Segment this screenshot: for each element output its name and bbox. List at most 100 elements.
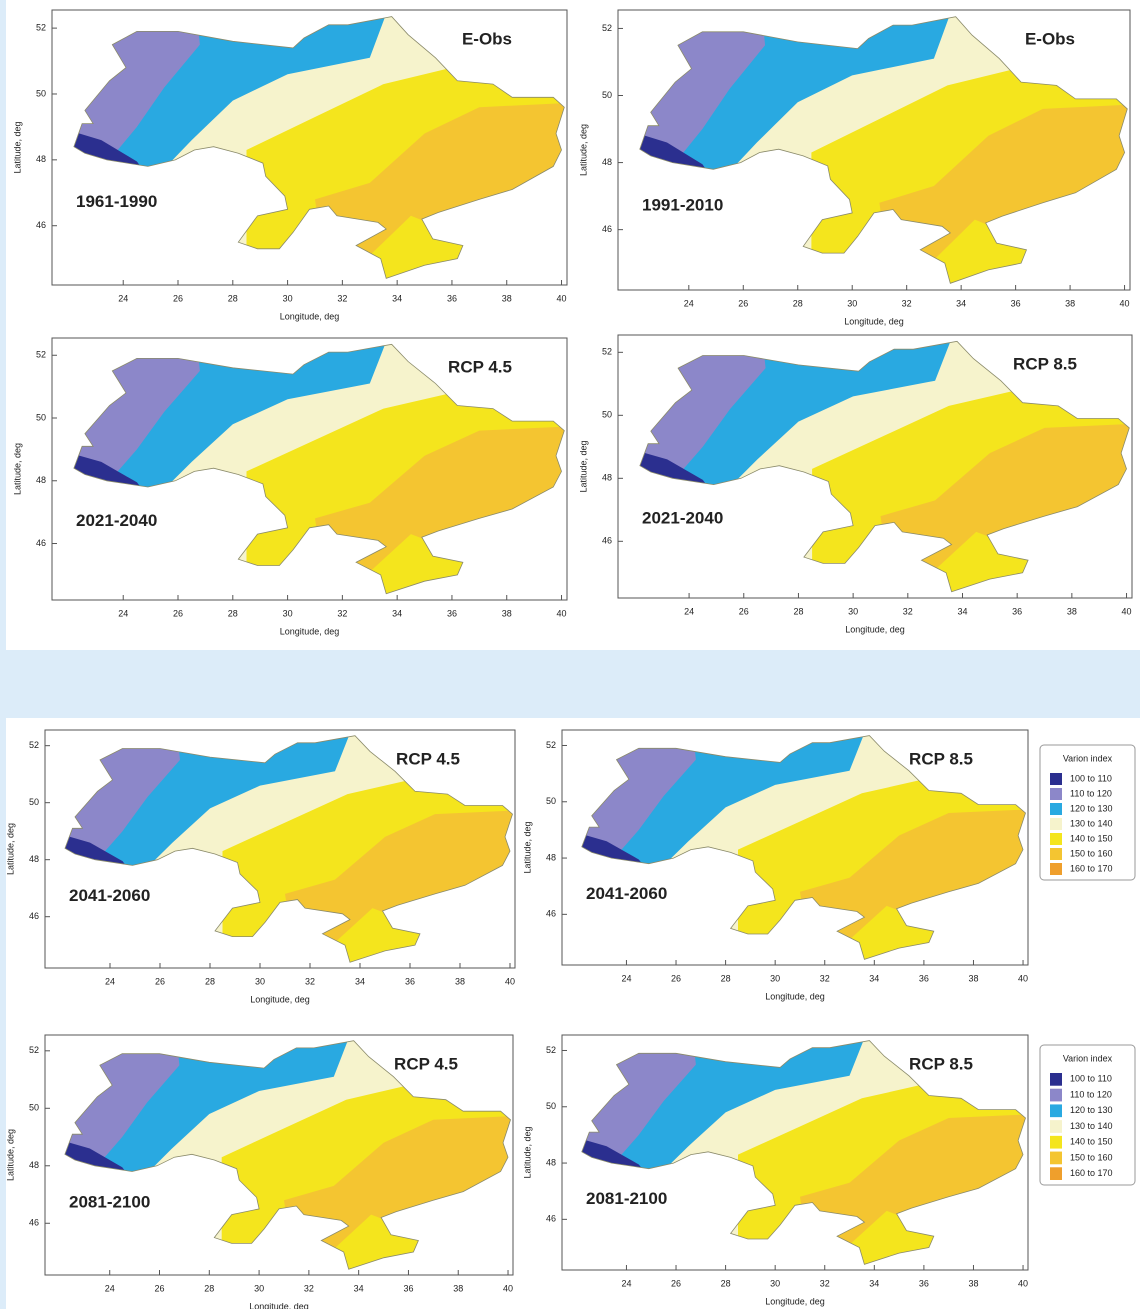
x-tick-label: 30 — [848, 606, 858, 616]
legend-swatch — [1050, 863, 1062, 875]
x-tick-label: 36 — [1012, 606, 1022, 616]
x-axis-label: Longitude, deg — [249, 1301, 309, 1309]
map-outline — [581, 735, 1026, 960]
scenario-label: RCP 8.5 — [909, 1054, 973, 1073]
y-axis-label: Latitude, deg — [5, 823, 15, 875]
y-tick-label: 50 — [29, 797, 39, 807]
legend-label: 150 to 160 — [1070, 1152, 1113, 1162]
legend-label: 120 to 130 — [1070, 803, 1113, 813]
x-tick-label: 26 — [173, 608, 183, 618]
map-zone — [315, 100, 565, 279]
y-tick-label: 48 — [29, 1160, 39, 1170]
x-tick-label: 28 — [204, 1283, 214, 1293]
legend-label: 140 to 150 — [1070, 833, 1113, 843]
legend-label: 100 to 110 — [1070, 773, 1112, 783]
x-tick-label: 28 — [228, 293, 238, 303]
scenario-label: E-Obs — [462, 29, 512, 48]
x-tick-label: 28 — [721, 973, 731, 983]
y-tick-label: 48 — [546, 1157, 556, 1167]
map-outline — [64, 1040, 511, 1270]
y-axis-label: Latitude, deg — [12, 443, 22, 495]
y-tick-label: 46 — [29, 911, 39, 921]
x-tick-label: 40 — [557, 293, 567, 303]
x-tick-label: 40 — [1120, 298, 1130, 308]
y-tick-label: 48 — [602, 157, 612, 167]
y-axis-label: Latitude, deg — [578, 124, 588, 176]
y-tick-label: 52 — [36, 22, 46, 32]
legend-swatch — [1050, 818, 1062, 830]
x-tick-label: 38 — [1065, 298, 1075, 308]
legend-title: Varion index — [1063, 753, 1113, 763]
y-tick-label: 52 — [546, 1045, 556, 1055]
legend-label: 130 to 140 — [1070, 818, 1113, 828]
x-tick-label: 40 — [1122, 606, 1132, 616]
period-label: 2081-2100 — [69, 1193, 150, 1212]
x-tick-label: 34 — [355, 976, 365, 986]
map-zone — [800, 1112, 1026, 1265]
x-tick-label: 26 — [738, 298, 748, 308]
x-axis-label: Longitude, deg — [280, 626, 340, 636]
y-tick-label: 50 — [602, 90, 612, 100]
map-zone — [880, 421, 1130, 592]
x-tick-label: 36 — [919, 1278, 929, 1288]
x-tick-label: 26 — [173, 293, 183, 303]
x-tick-label: 28 — [228, 608, 238, 618]
x-tick-label: 36 — [403, 1283, 413, 1293]
y-tick-label: 46 — [29, 1218, 39, 1228]
legend-swatch — [1050, 1104, 1062, 1118]
y-tick-label: 50 — [36, 412, 46, 422]
x-tick-label: 36 — [405, 976, 415, 986]
x-tick-label: 34 — [392, 608, 402, 618]
x-tick-label: 34 — [392, 293, 402, 303]
x-tick-label: 32 — [337, 293, 347, 303]
x-tick-label: 32 — [305, 976, 315, 986]
period-label: 2081-2100 — [586, 1189, 667, 1208]
y-tick-label: 52 — [29, 740, 39, 750]
y-axis-label: Latitude, deg — [12, 121, 22, 173]
legend-label: 130 to 140 — [1070, 1121, 1113, 1131]
y-tick-label: 46 — [602, 224, 612, 234]
x-tick-label: 30 — [254, 1283, 264, 1293]
legend-swatch — [1050, 1073, 1062, 1086]
x-tick-label: 36 — [919, 973, 929, 983]
x-tick-label: 24 — [621, 1278, 631, 1288]
y-axis-label: Latitude, deg — [5, 1129, 15, 1181]
map-zone — [285, 808, 513, 963]
map-zone — [879, 102, 1128, 284]
x-tick-label: 26 — [155, 1283, 165, 1293]
y-tick-label: 48 — [546, 852, 556, 862]
legend-swatch — [1050, 773, 1062, 785]
map-outline — [73, 16, 565, 279]
legend-swatch — [1050, 1167, 1062, 1180]
x-tick-label: 28 — [721, 1278, 731, 1288]
legend-swatch — [1050, 1088, 1062, 1102]
y-tick-label: 48 — [36, 154, 46, 164]
x-tick-label: 28 — [793, 298, 803, 308]
x-tick-label: 34 — [869, 1278, 879, 1288]
y-tick-label: 50 — [546, 1101, 556, 1111]
x-tick-label: 32 — [304, 1283, 314, 1293]
x-axis-label: Longitude, deg — [844, 316, 904, 326]
map-outline — [581, 1040, 1026, 1265]
x-tick-label: 24 — [684, 298, 694, 308]
period-label: 2021-2040 — [642, 509, 723, 528]
legend-label: 140 to 150 — [1070, 1137, 1113, 1147]
y-tick-label: 50 — [36, 88, 46, 98]
legend-label: 160 to 170 — [1070, 1168, 1113, 1178]
legend-swatch — [1050, 848, 1062, 860]
legend-label: 110 to 120 — [1070, 788, 1112, 798]
x-tick-label: 36 — [447, 608, 457, 618]
scenario-label: RCP 8.5 — [1013, 354, 1077, 373]
y-tick-label: 46 — [602, 536, 612, 546]
x-tick-label: 32 — [902, 298, 912, 308]
x-tick-label: 34 — [869, 973, 879, 983]
x-tick-label: 34 — [956, 298, 966, 308]
x-tick-label: 30 — [283, 608, 293, 618]
x-tick-label: 24 — [684, 606, 694, 616]
legend-swatch — [1050, 833, 1062, 845]
legend-label: 120 to 130 — [1070, 1105, 1113, 1115]
period-label: 1991-2010 — [642, 196, 723, 215]
x-tick-label: 38 — [455, 976, 465, 986]
scenario-label: RCP 4.5 — [396, 749, 460, 768]
